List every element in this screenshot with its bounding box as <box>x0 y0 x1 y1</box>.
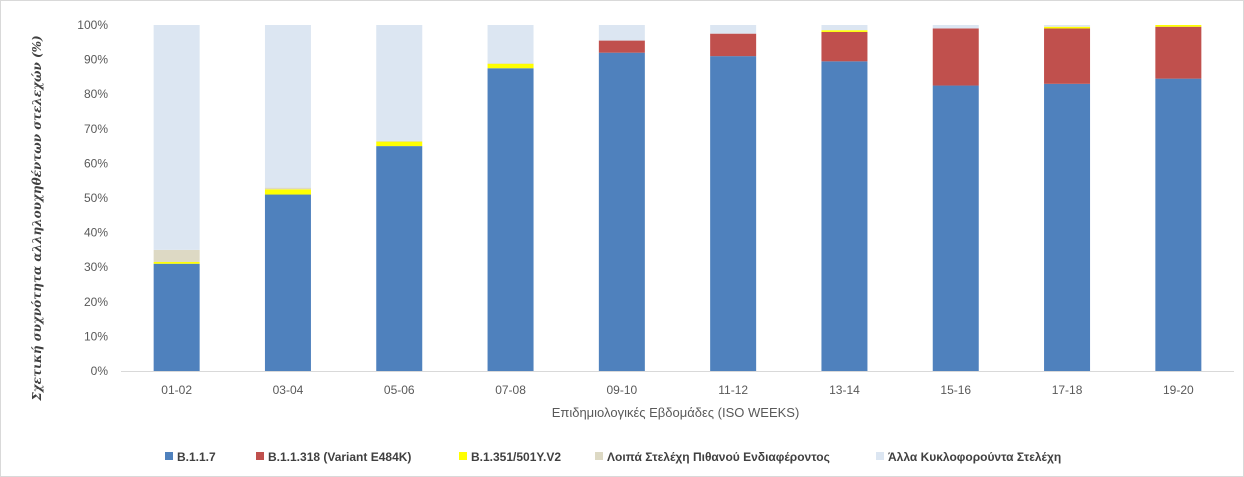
y-tick-label: 100% <box>77 18 108 32</box>
legend-label: B.1.351/501Y.V2 <box>471 450 561 464</box>
bar-segment <box>376 140 423 142</box>
x-tick-label: 09-10 <box>606 383 637 397</box>
legend-label: Άλλα Κυκλοφορούντα Στελέχη <box>888 450 1061 464</box>
y-axis-ticks: 0% 10% 20% 30% 40% 50% 60% 70% 80% 90% 100% <box>77 18 108 378</box>
bar-segment <box>1155 78 1202 371</box>
legend-swatch <box>876 452 884 460</box>
y-tick-label: 10% <box>84 329 108 343</box>
bar-segment <box>710 25 757 34</box>
bar-segment <box>710 33 757 57</box>
bar-segment <box>153 249 200 263</box>
y-axis-title: Σχετική συχνότητα αλληλουχηθέντων στελεχ… <box>30 35 44 401</box>
legend-swatch <box>595 452 603 460</box>
x-tick-label: 07-08 <box>495 383 526 397</box>
y-tick-label: 80% <box>84 87 108 101</box>
bar-segment <box>264 187 311 190</box>
x-tick-label: 03-04 <box>273 383 304 397</box>
bar-segment <box>1044 25 1091 27</box>
bar-segment <box>1155 25 1202 27</box>
y-tick-label: 50% <box>84 191 108 205</box>
legend-swatch <box>459 452 467 460</box>
bar-segment <box>1044 83 1091 371</box>
bar-segment <box>821 31 868 62</box>
legend-label: Λοιπά Στελέχη Πιθανού Ενδιαφέροντος <box>607 450 830 464</box>
bar-segment <box>598 52 645 372</box>
bar-segment <box>821 25 868 31</box>
x-tick-label: 19-20 <box>1163 383 1194 397</box>
y-tick-label: 30% <box>84 260 108 274</box>
x-tick-label: 11-12 <box>718 383 748 397</box>
x-tick-label: 05-06 <box>384 383 415 397</box>
bar-segment <box>264 194 311 371</box>
bar-segment <box>932 28 979 86</box>
bars <box>153 25 1202 372</box>
bar-segment <box>932 85 979 372</box>
bar-segment <box>598 40 645 53</box>
x-tick-label: 13-14 <box>829 383 860 397</box>
legend-swatch <box>256 452 264 460</box>
bar-segment <box>598 25 645 41</box>
bar-segment <box>487 63 534 69</box>
bar-segment <box>821 61 868 372</box>
bar-segment <box>153 262 200 264</box>
y-tick-label: 40% <box>84 226 108 240</box>
bar-segment <box>821 30 868 32</box>
bar-segment <box>710 56 757 371</box>
y-tick-label: 70% <box>84 122 108 136</box>
legend-swatch <box>165 452 173 460</box>
bar-segment <box>264 189 311 195</box>
bar-segment <box>487 68 534 371</box>
x-tick-label: 01-02 <box>161 383 192 397</box>
x-axis-ticks: 01-02 03-04 05-06 07-08 09-10 11-12 13-14 15-16… <box>161 383 1194 397</box>
y-tick-label: 20% <box>84 295 108 309</box>
bar-segment <box>153 25 200 250</box>
legend: B.1.1.7 B.1.1.318 (Variant E484K) B.1.351/… <box>165 450 1061 464</box>
y-tick-label: 0% <box>91 364 109 378</box>
bar-segment <box>376 146 423 371</box>
bar-segment <box>376 141 423 147</box>
x-tick-label: 17-18 <box>1052 383 1083 397</box>
x-tick-label: 15-16 <box>940 383 971 397</box>
bar-segment <box>487 63 534 64</box>
bar-segment <box>1044 28 1091 84</box>
bar-segment <box>153 263 200 371</box>
y-tick-label: 60% <box>84 156 108 170</box>
bar-segment <box>932 25 979 29</box>
bar-segment <box>264 25 311 188</box>
bar-segment <box>376 25 423 141</box>
bar-segment <box>1155 26 1202 79</box>
legend-label: B.1.1.7 <box>177 450 216 464</box>
legend-label: B.1.1.318 (Variant E484K) <box>268 450 411 464</box>
bar-segment <box>1044 26 1091 29</box>
x-axis-title: Επιδημιολογικές Εβδομάδες (ISO WEEKS) <box>552 405 800 420</box>
y-tick-label: 90% <box>84 53 108 67</box>
bar-segment <box>487 25 534 64</box>
